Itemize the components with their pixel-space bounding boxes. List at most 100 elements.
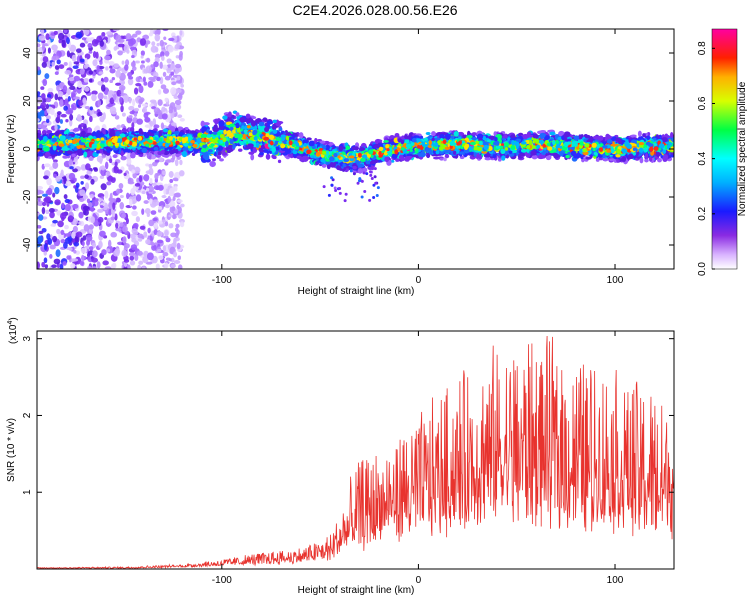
spectrogram-noise-cell bbox=[161, 219, 166, 223]
spectrogram-cell bbox=[390, 159, 395, 163]
spectrogram-noise-cell bbox=[133, 107, 140, 112]
spectrogram-noise-cell bbox=[150, 242, 155, 247]
spectrogram-noise-cell bbox=[56, 84, 60, 92]
spectrogram-noise-cell bbox=[68, 74, 74, 78]
spectrogram-noise-cell bbox=[85, 163, 91, 171]
spectrogram-noise-cell bbox=[168, 258, 172, 262]
spectrogram-noise-cell bbox=[161, 194, 167, 199]
spectrogram-noise-cell bbox=[164, 229, 169, 237]
spectrogram-noise-cell bbox=[140, 55, 144, 59]
spectrogram-noise-cell bbox=[113, 63, 120, 68]
spectrogram-noise-cell bbox=[144, 116, 151, 123]
spectrogram-noise-cell bbox=[123, 44, 129, 53]
spectrogram-noise-cell bbox=[68, 61, 72, 69]
spectrogram-noise-cell bbox=[78, 221, 82, 225]
spectrogram-noise-cell bbox=[162, 29, 169, 32]
spectrogram-noise-cell bbox=[139, 225, 146, 230]
spectrogram-noise-cell bbox=[91, 257, 99, 263]
spectrogram-noise-cell bbox=[43, 257, 48, 264]
spectrogram-noise-cell bbox=[109, 68, 116, 74]
spectrogram-noise-cell bbox=[102, 260, 109, 266]
spectrogram-noise-cell bbox=[170, 122, 177, 127]
spectrogram-noise-cell bbox=[88, 70, 94, 75]
spectrogram-noise-cell bbox=[130, 188, 136, 196]
spectrogram-noise-cell bbox=[157, 99, 163, 107]
spectrogram-noise-cell bbox=[129, 255, 135, 261]
spectrogram-noise-cell bbox=[148, 163, 153, 169]
spectrogram-noise-cell bbox=[37, 106, 41, 110]
spectrogram-noise-cell bbox=[154, 221, 159, 229]
spectrogram-noise-cell bbox=[143, 81, 148, 86]
spectrogram-noise-cell bbox=[110, 216, 115, 221]
spectrogram-noise-cell bbox=[101, 154, 106, 159]
spectrogram-noise-cell bbox=[92, 51, 97, 58]
spectrogram-noise-cell bbox=[175, 55, 180, 59]
spectrogram-noise-cell bbox=[106, 248, 111, 253]
spectrogram-noise-cell bbox=[170, 63, 176, 71]
spectrogram-noise-cell bbox=[126, 192, 130, 200]
spectrogram-noise-cell bbox=[114, 161, 118, 167]
spectrogram-noise-cell bbox=[80, 122, 85, 128]
spectrogram-noise-cell bbox=[37, 118, 40, 122]
spectrogram-noise-cell bbox=[172, 239, 177, 247]
spectrogram-cell bbox=[212, 158, 216, 162]
spectrogram-noise-cell bbox=[156, 230, 163, 237]
spectrogram-noise-cell bbox=[100, 84, 106, 92]
spectrogram-noise-cell bbox=[87, 266, 92, 269]
spectrogram-noise-cell bbox=[66, 87, 71, 96]
spectrogram-noise-cell bbox=[37, 235, 43, 244]
spectrogram-noise-cell bbox=[54, 71, 59, 75]
spectrogram-noise-cell bbox=[110, 177, 116, 183]
spectrogram-noise-cell bbox=[59, 263, 64, 269]
spectrogram-noise-cell bbox=[60, 238, 66, 244]
spectrogram-noise-cell bbox=[160, 84, 167, 90]
spectrogram-noise-cell bbox=[155, 263, 160, 269]
spectrogram-noise-cell bbox=[133, 112, 138, 117]
spectrogram-noise-cell bbox=[47, 47, 51, 54]
spectrogram-noise-cell bbox=[123, 243, 130, 249]
spectrogram-noise-cell bbox=[64, 98, 69, 107]
spectrogram-noise-cell bbox=[51, 264, 57, 269]
spectrogram-noise-cell bbox=[157, 208, 162, 213]
spectrogram-noise-cell bbox=[140, 50, 145, 56]
spectrogram-noise-cell bbox=[37, 200, 44, 207]
spectrogram-noise-cell bbox=[96, 65, 100, 73]
spectrogram-noise-cell bbox=[170, 232, 177, 238]
spectrogram-cell bbox=[222, 115, 228, 120]
spectrogram-noise-cell bbox=[83, 29, 90, 36]
spectrogram-noise-cell bbox=[113, 165, 118, 171]
spectrogram-noise-cell bbox=[132, 172, 137, 179]
spectrogram-noise-cell bbox=[65, 119, 69, 123]
spectrogram-noise-cell bbox=[122, 236, 127, 244]
spectrogram-noise-cell bbox=[146, 187, 150, 192]
spectrogram-noise-cell bbox=[101, 31, 106, 37]
spectrogram-noise-cell bbox=[174, 99, 182, 106]
spectrogram-noise-cell bbox=[88, 224, 94, 230]
spectrogram-noise-cell bbox=[110, 231, 118, 238]
spectrogram-noise-cell bbox=[151, 41, 156, 47]
spectrogram-cell bbox=[226, 149, 232, 154]
spectrogram-noise-cell bbox=[109, 79, 114, 84]
spectrogram-noise-cell bbox=[63, 62, 68, 66]
spectrogram-noise-cell bbox=[72, 204, 79, 209]
spectrogram-noise-cell bbox=[169, 102, 176, 110]
spectrogram-noise-cell bbox=[108, 61, 115, 66]
spectrogram-noise-cell bbox=[105, 66, 109, 71]
spectrogram-noise-cell bbox=[59, 119, 63, 124]
spectrogram-noise-cell bbox=[135, 194, 142, 202]
spectrogram-noise-cell bbox=[168, 170, 174, 178]
spectrogram-noise-cell bbox=[72, 225, 78, 233]
spectrogram-noise-cell bbox=[84, 174, 89, 179]
spectrogram-noise-cell bbox=[54, 199, 61, 206]
spectrogram-noise-cell bbox=[84, 182, 90, 190]
spectrogram-noise-cell bbox=[174, 227, 179, 232]
spectrogram-noise-cell bbox=[138, 175, 143, 183]
spectrogram-noise-cell bbox=[73, 249, 77, 254]
spectrogram-noise-cell bbox=[143, 231, 148, 238]
spectrogram-noise-cell bbox=[94, 198, 99, 202]
spectrogram-noise-cell bbox=[45, 115, 52, 120]
spectrogram-noise-cell bbox=[173, 185, 178, 192]
spectrogram-noise-cell bbox=[156, 239, 164, 244]
spectrogram-noise-cell bbox=[162, 71, 167, 77]
